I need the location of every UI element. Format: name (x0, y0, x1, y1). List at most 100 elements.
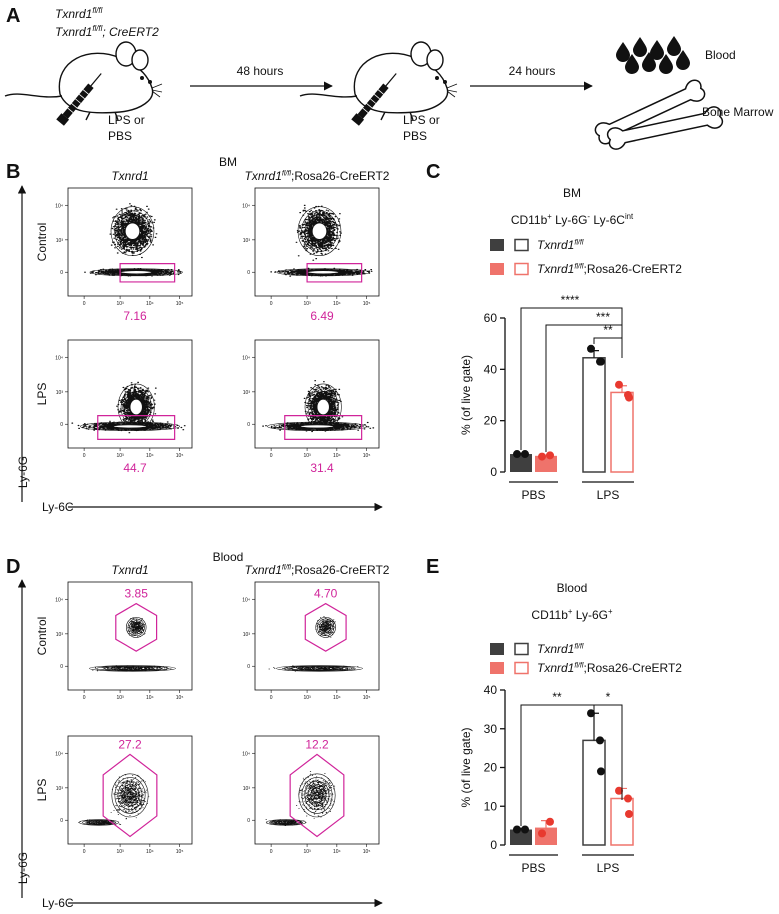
chart-title: Blood (557, 581, 588, 595)
flow-tick-label: 0 (270, 301, 273, 307)
text-run: Txnrd1 (55, 25, 92, 39)
row-label: LPS (35, 779, 49, 802)
text-run: ;Rosa26-CreERT2 (291, 563, 390, 577)
x-tick-label: LPS (597, 861, 620, 875)
chart-title: BM (563, 186, 581, 200)
flow-tick-label: 0 (270, 453, 273, 459)
gate (119, 263, 176, 283)
text-run: - (587, 212, 590, 221)
contour (110, 206, 155, 256)
y-axis-label: % (of live gate) (459, 355, 473, 435)
legend-label: Txnrd1fl/fl (537, 238, 584, 252)
legend-label: Txnrd1fl/fl (537, 642, 584, 656)
legend-swatch (490, 643, 504, 655)
data-point (513, 450, 521, 459)
text-run: fl/fl (282, 170, 292, 178)
panel-label: A (6, 5, 20, 27)
contour (80, 421, 180, 432)
x-axis-label: Ly-6C (42, 500, 74, 514)
text-run: Txnrd1 (537, 642, 574, 656)
legend-swatch (490, 662, 504, 674)
contour (300, 424, 334, 429)
bar (610, 391, 634, 473)
flow-tick-label: 10⁴ (55, 355, 63, 361)
contour (310, 787, 324, 803)
flow-tick-label: 10³ (243, 786, 251, 792)
flow-tick-label: 10⁴ (242, 355, 250, 361)
injection: PBS (403, 129, 427, 143)
flow-tick-label: 10⁵ (176, 301, 184, 307)
flow-plot-frame (67, 581, 193, 691)
text-run: Ly-6C (590, 213, 625, 227)
contour (126, 395, 146, 419)
text-run: Txnrd1 (245, 563, 282, 577)
data-point (546, 451, 554, 460)
text-run: Txnrd1 (111, 563, 148, 577)
panel-title: BM (219, 155, 237, 169)
contour (307, 784, 327, 807)
y-tick-label: 40 (484, 362, 498, 376)
step-label: 48 hours (237, 64, 284, 78)
flow-plot-frame (254, 187, 380, 297)
contour (318, 620, 333, 635)
significance-label: ** (603, 323, 613, 337)
contour (112, 270, 160, 275)
text-run: Txnrd1 (537, 238, 574, 252)
step-label: 24 hours (509, 64, 556, 78)
contour (283, 423, 351, 430)
text-run: fl/fl (574, 263, 584, 271)
flow-tick-label: 0 (270, 849, 273, 855)
flow-tick-label: 0 (247, 270, 250, 276)
data-point (624, 794, 632, 803)
flow-tick-label: 10⁴ (55, 597, 63, 603)
contour (315, 616, 336, 638)
flow-tick-label: 10³ (243, 390, 251, 396)
contour (104, 423, 156, 429)
flow-tick-label: 10⁴ (242, 751, 250, 757)
flow-tick-label: 10⁴ (242, 203, 250, 209)
contour (114, 210, 151, 252)
text-run: Txnrd1 (537, 262, 574, 276)
panel-label: D (6, 556, 20, 578)
flow-tick-label: 10³ (116, 695, 124, 701)
contour (292, 269, 355, 275)
flow-tick-label: 10⁵ (363, 849, 371, 855)
flow-tick-label: 10⁴ (146, 453, 154, 459)
text-run: ;Rosa26-CreERT2 (583, 262, 682, 276)
gate (102, 753, 158, 838)
contour (265, 819, 307, 826)
gate (304, 602, 347, 652)
flow-tick-label: 0 (60, 270, 63, 276)
data-point (521, 450, 529, 459)
injection: LPS or (403, 113, 440, 127)
error-bar (589, 712, 599, 741)
contour (297, 206, 342, 256)
y-tick-label: 0 (490, 838, 497, 852)
flow-tick-label: 0 (60, 422, 63, 428)
gate-value: 3.85 (125, 587, 149, 601)
contour (290, 666, 349, 671)
contour (316, 398, 330, 415)
row-label: Control (35, 617, 49, 656)
text-run: fl/fl (92, 6, 102, 15)
contour (299, 270, 347, 275)
contour (117, 780, 143, 811)
data-point (521, 825, 529, 834)
flow-tick-label: 10³ (56, 786, 64, 792)
bar (610, 797, 634, 846)
text-run: Ly-6G (552, 213, 588, 227)
significance-label: ** (552, 690, 562, 704)
gate-value: 6.49 (310, 309, 334, 323)
data-point (538, 452, 546, 461)
injection: LPS or (108, 113, 145, 127)
text-run: int (625, 212, 634, 221)
contour (130, 622, 142, 633)
gate (289, 753, 345, 838)
contour (276, 665, 363, 672)
text-run: ; CreERT2 (102, 25, 159, 39)
flow-tick-label: 10³ (243, 238, 251, 244)
gate (115, 602, 158, 652)
contour (307, 270, 339, 275)
contour (96, 423, 164, 430)
